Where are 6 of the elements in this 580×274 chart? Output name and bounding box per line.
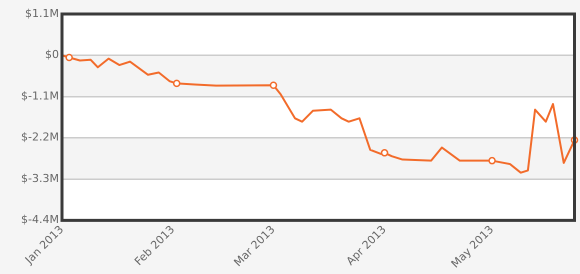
y-tick-label: $0 <box>45 48 59 62</box>
y-tick-label: $-2.2M <box>21 130 59 144</box>
y-tick-label: $-1.1M <box>21 89 59 102</box>
y-tick-label: $-3.3M <box>21 172 59 185</box>
y-tick-label: $1.1M <box>25 6 59 20</box>
y-tick-label: $-4.4M <box>21 213 59 226</box>
